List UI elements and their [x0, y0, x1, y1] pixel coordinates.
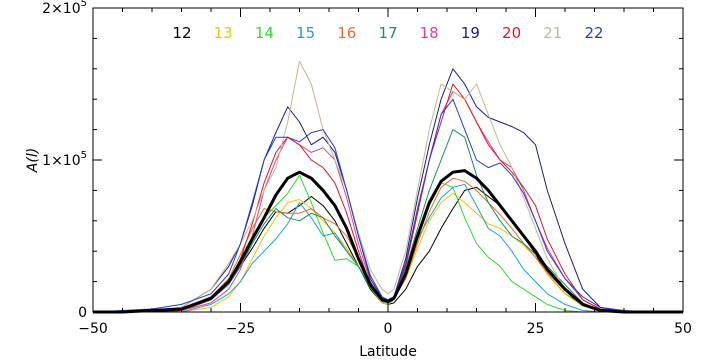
y-axis-label: A(l) — [25, 148, 41, 173]
series-line-18 — [93, 91, 683, 313]
plot-frame — [92, 7, 684, 313]
legend-entry-18: 18 — [420, 24, 439, 42]
x-tick-label: −50 — [78, 321, 108, 337]
series-line-14 — [93, 174, 683, 313]
x-tick-label: 25 — [527, 321, 545, 337]
x-tick-label: 0 — [384, 321, 393, 337]
series-line-16 — [93, 177, 683, 313]
plot-lines — [92, 60, 683, 314]
legend-entry-13: 13 — [214, 24, 233, 42]
legend-entry-12: 12 — [172, 24, 191, 42]
axis-ticks — [92, 7, 684, 313]
x-tick-label: 50 — [674, 321, 692, 337]
legend-entry-14: 14 — [255, 24, 274, 42]
series-line-17 — [93, 129, 683, 313]
series-line-20 — [93, 83, 683, 313]
legend-entry-19: 19 — [461, 24, 480, 42]
legend-entry-20: 20 — [502, 24, 521, 42]
legend-entry-17: 17 — [378, 24, 397, 42]
legend-entry-22: 22 — [584, 24, 603, 42]
series-line-average — [93, 169, 683, 314]
legend-entry-15: 15 — [296, 24, 315, 42]
y-tick-label: 2×105 — [42, 0, 87, 17]
legend: 12 13 14 15 16 17 18 19 20 21 22 — [172, 24, 603, 42]
x-axis-label: Latitude — [359, 344, 417, 360]
x-tick-label: −25 — [226, 321, 256, 337]
legend-entry-21: 21 — [543, 24, 562, 42]
series-line-15 — [93, 183, 683, 313]
y-tick-label: 0 — [78, 305, 87, 321]
series-line-19 — [93, 68, 683, 313]
legend-entry-16: 16 — [337, 24, 356, 42]
y-tick-label: 1×105 — [42, 150, 87, 169]
series-line-21 — [93, 60, 683, 313]
tick-labels: −50 −25 0 25 50 0 1×105 2×105 — [42, 0, 692, 337]
series-line-22 — [92, 98, 683, 313]
